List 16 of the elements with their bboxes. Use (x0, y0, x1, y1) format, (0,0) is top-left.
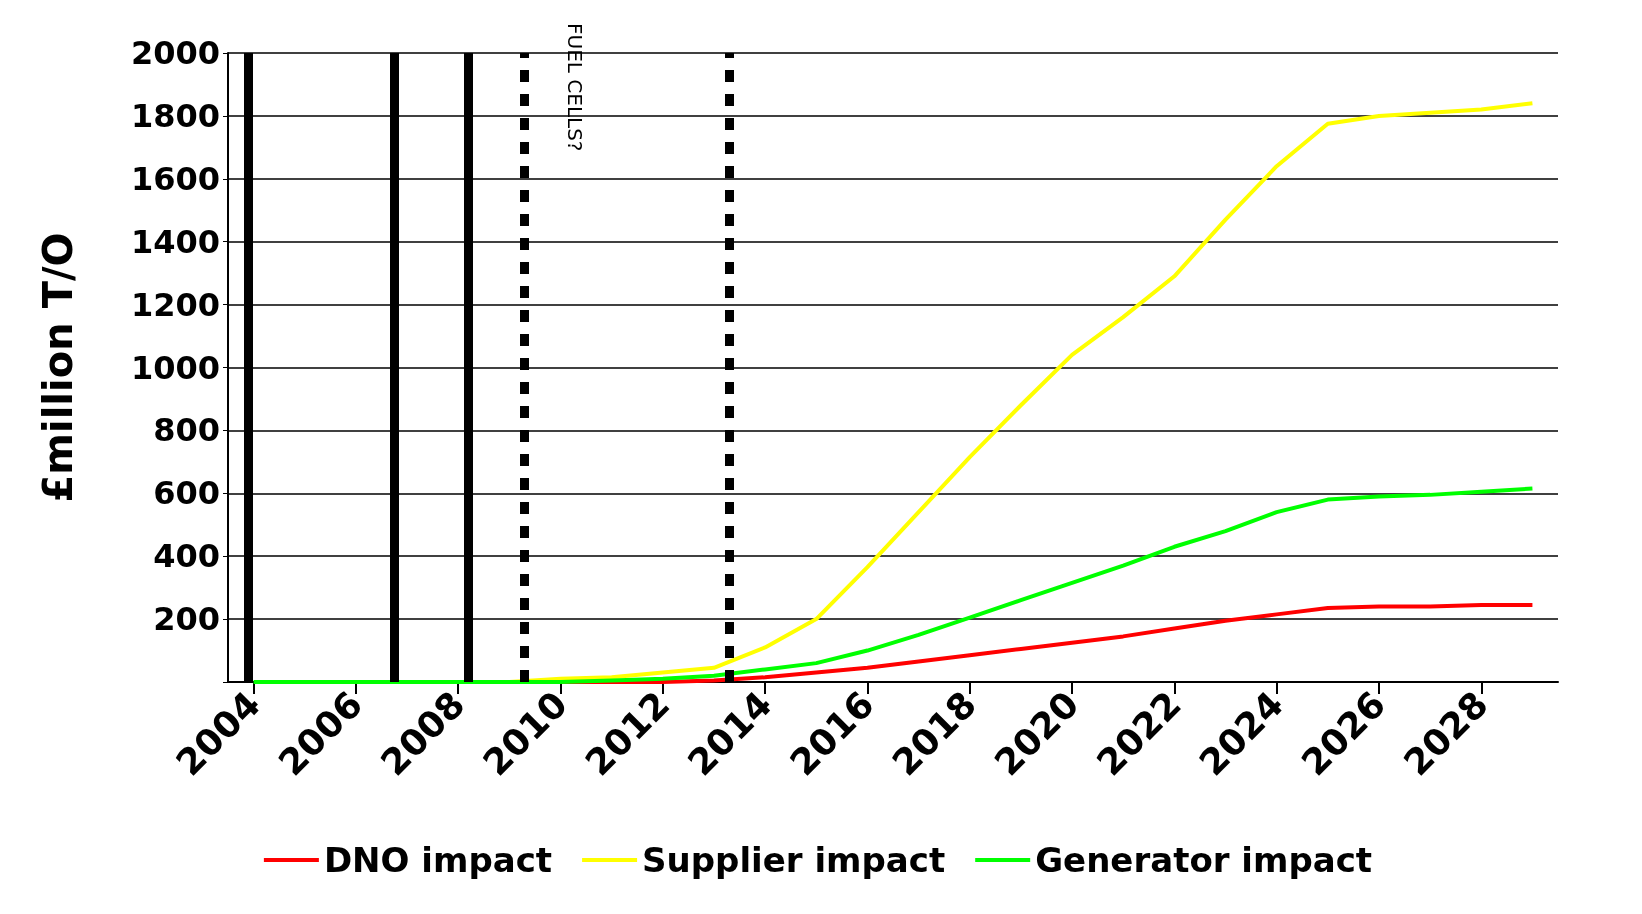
y-tick-label: 1200 (130, 285, 220, 324)
y-tick-label: 2000 (130, 34, 220, 72)
y-tick-label: 200 (153, 600, 220, 639)
legend-label: DNO impact (323, 840, 553, 880)
y-tick-label: 800 (153, 411, 220, 450)
ref-line-label: FUEL CELLS? (562, 23, 587, 152)
y-tick-label: 400 (153, 537, 220, 576)
y-tick-label: 1600 (130, 159, 220, 198)
legend-label: Generator impact (1035, 840, 1373, 880)
line-series (251, 486, 1535, 684)
y-tick-label: 1800 (130, 96, 220, 135)
y-tick-label: 1400 (130, 222, 220, 261)
legend-label: Supplier impact (642, 840, 946, 880)
y-tick-label: 600 (153, 474, 220, 513)
y-tick-label: 1000 (130, 348, 220, 387)
y-axis-title: £million T/O (35, 232, 81, 503)
